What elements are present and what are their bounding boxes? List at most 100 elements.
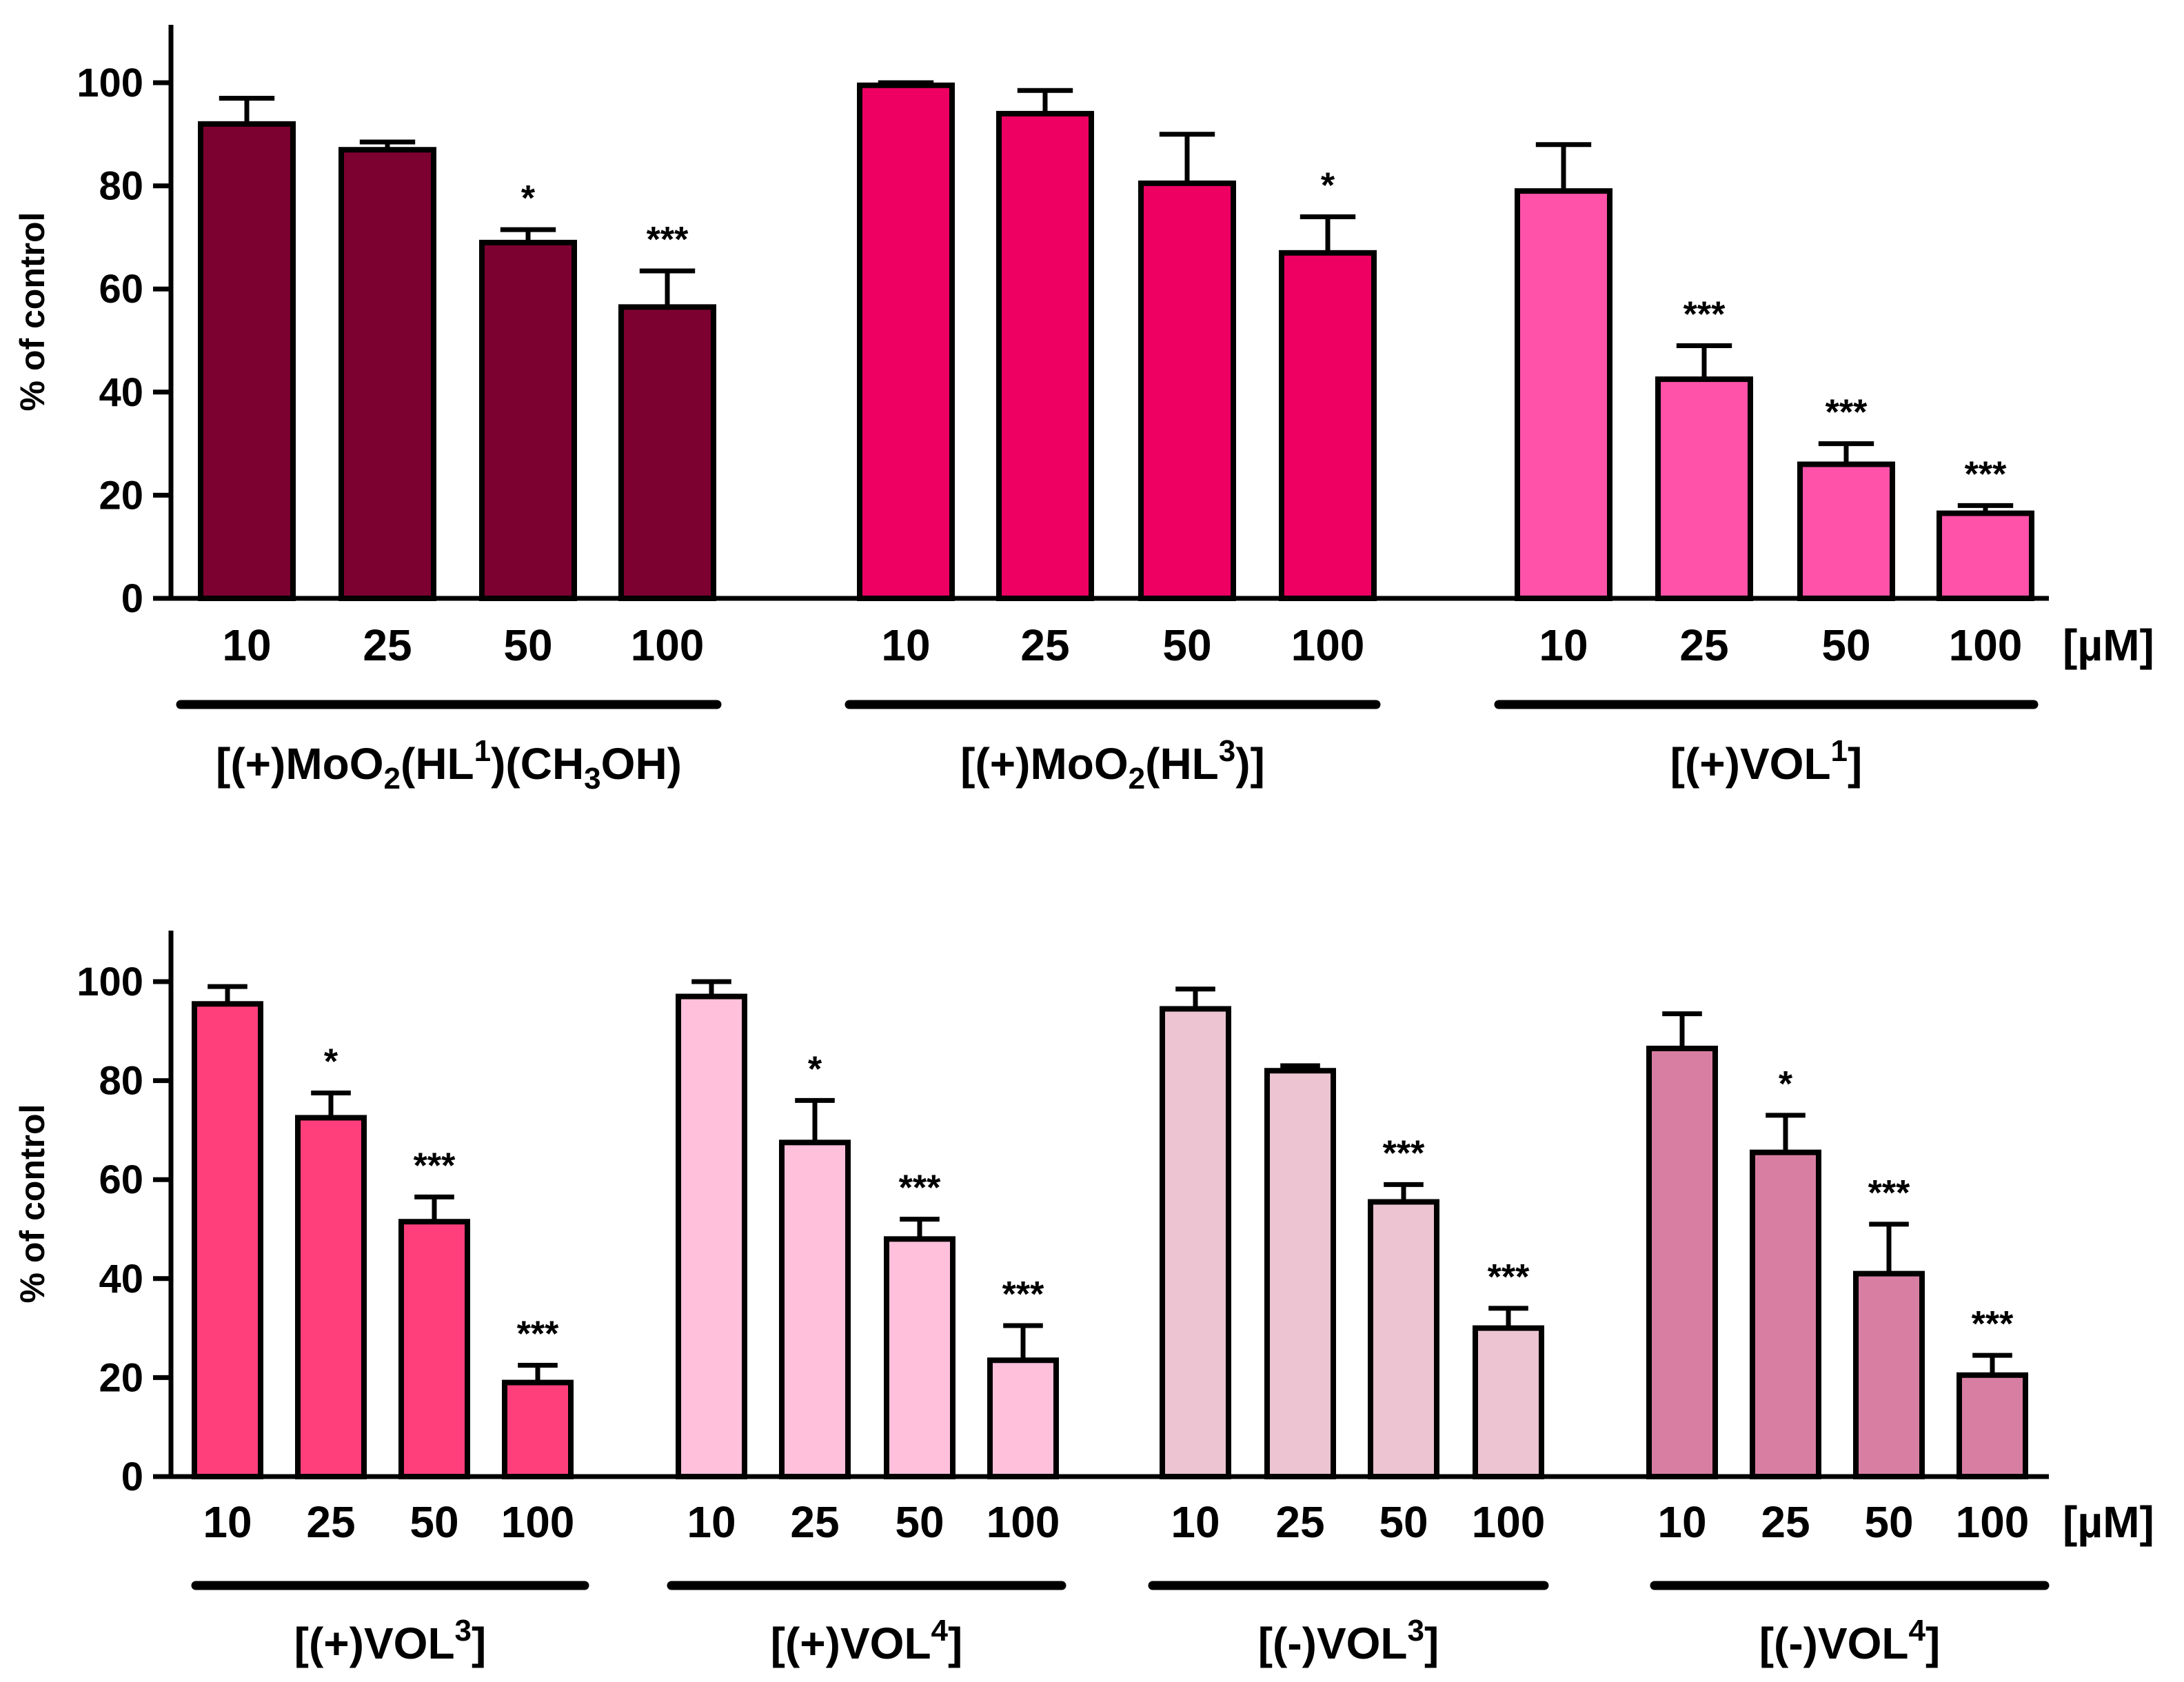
y-tick-label: 80 — [99, 164, 143, 209]
significance-label: *** — [1002, 1275, 1044, 1315]
y-tick-label: 60 — [99, 267, 143, 312]
significance-label: * — [808, 1049, 822, 1089]
y-tick-label: 20 — [99, 473, 143, 518]
bar — [996, 110, 1094, 601]
category-label: 25 — [1679, 620, 1728, 670]
group-label: [(-)VOL4] — [1759, 1614, 1941, 1668]
y-axis-label: % of control — [13, 212, 52, 412]
significance-label: *** — [1488, 1257, 1530, 1297]
bar — [857, 82, 955, 602]
bar-group: 10 25 50 * 100 *** [(+)MoO2(HL1)(CH3OH) — [176, 95, 722, 796]
category-label: 50 — [1162, 620, 1211, 670]
category-label: 10 — [222, 620, 271, 670]
category-label: 100 — [1949, 620, 2023, 670]
y-tick-label: 40 — [99, 1257, 143, 1301]
significance-label: *** — [1383, 1133, 1425, 1173]
y-tick-label: 60 — [99, 1157, 143, 1202]
bar-group: 10 25 50 100 * [(+)MoO2(HL3)] — [845, 80, 1381, 796]
category-label: 100 — [1472, 1497, 1546, 1547]
group-label: [(+)VOL4] — [771, 1614, 963, 1668]
category-label: 100 — [1291, 620, 1365, 670]
significance-label: *** — [517, 1314, 559, 1354]
bar — [1750, 1149, 1821, 1479]
bar — [1646, 1045, 1718, 1480]
bar — [1957, 1372, 2028, 1480]
y-tick-label: 100 — [77, 61, 143, 105]
category-label: 25 — [363, 620, 412, 670]
bar-group: 10 25 50 *** 100 *** [(-)VOL3] — [1148, 986, 1549, 1668]
category-label: 10 — [687, 1497, 736, 1547]
bar — [198, 121, 296, 601]
bar — [479, 239, 577, 601]
y-tick-label: 100 — [77, 960, 143, 1004]
bar — [192, 1001, 263, 1480]
category-label: 10 — [1171, 1497, 1220, 1547]
category-label: 25 — [1275, 1497, 1324, 1547]
bar — [1655, 376, 1753, 601]
category-label: 50 — [1821, 620, 1870, 670]
significance-label: *** — [647, 220, 689, 260]
significance-label: *** — [1965, 454, 2007, 494]
bar-group: 10 25 * 50 *** 100 *** [(+)VOL4] — [667, 979, 1066, 1668]
category-label: 25 — [790, 1497, 839, 1547]
group-label: [(+)VOL1] — [1670, 734, 1863, 789]
category-label: 50 — [895, 1497, 944, 1547]
bar — [1853, 1270, 1925, 1479]
group-label: [(+)MoO2(HL1)(CH3OH) — [216, 734, 682, 796]
y-tick-label: 40 — [99, 370, 143, 415]
bar-group: 10 25 *** 50 *** 100 *** [(+)VOL1] — [1494, 142, 2039, 789]
category-label: 50 — [1864, 1497, 1913, 1547]
bar — [338, 147, 436, 602]
significance-label: * — [1779, 1064, 1793, 1104]
group-label: [(-)VOL3] — [1258, 1614, 1439, 1668]
y-tick-label: 0 — [121, 576, 143, 621]
bar — [1160, 1006, 1231, 1479]
bar — [1515, 188, 1612, 601]
category-label: 100 — [987, 1497, 1060, 1547]
significance-label: *** — [1972, 1304, 2014, 1344]
bar — [1279, 250, 1377, 601]
category-label: 100 — [631, 620, 705, 670]
bar — [1937, 510, 2034, 602]
bar — [779, 1139, 851, 1479]
y-tick-label: 80 — [99, 1059, 143, 1104]
bar — [618, 304, 716, 601]
group-label: [(+)MoO2(HL3)] — [960, 734, 1265, 796]
category-label: 10 — [1539, 620, 1588, 670]
bar — [1138, 180, 1236, 601]
significance-label: *** — [899, 1168, 941, 1208]
significance-label: * — [324, 1042, 338, 1082]
bar-group: 10 25 * 50 *** 100 *** [(+)VOL3] — [191, 984, 589, 1668]
significance-label: * — [521, 179, 536, 219]
y-tick-label: 0 — [121, 1455, 143, 1499]
bar — [987, 1357, 1059, 1480]
bar-group: 10 25 * 50 *** 100 *** [(-)VOL4] — [1646, 1011, 2050, 1668]
significance-label: *** — [1826, 393, 1868, 433]
category-label: 25 — [306, 1497, 355, 1547]
group-label: [(+)VOL3] — [294, 1614, 487, 1668]
bar — [884, 1236, 956, 1479]
category-label: 10 — [1657, 1497, 1706, 1547]
bar — [1264, 1068, 1336, 1479]
significance-label: *** — [1684, 294, 1726, 334]
significance-label: *** — [414, 1146, 456, 1186]
category-label: 10 — [203, 1497, 252, 1547]
category-label: 100 — [1956, 1497, 2030, 1547]
category-label: 25 — [1761, 1497, 1810, 1547]
bar — [1797, 461, 1895, 602]
significance-label: *** — [1868, 1173, 1910, 1213]
bar — [1473, 1325, 1544, 1479]
significance-label: * — [1321, 165, 1335, 205]
bar — [676, 993, 747, 1480]
category-label: 100 — [501, 1497, 575, 1547]
bar — [502, 1379, 574, 1479]
bar — [1368, 1199, 1439, 1479]
category-label: 50 — [410, 1497, 458, 1547]
category-label: 50 — [1379, 1497, 1428, 1547]
bar — [295, 1115, 367, 1479]
unit-label: [µM] — [2063, 1497, 2154, 1547]
category-label: 50 — [503, 620, 552, 670]
y-tick-label: 20 — [99, 1355, 143, 1400]
